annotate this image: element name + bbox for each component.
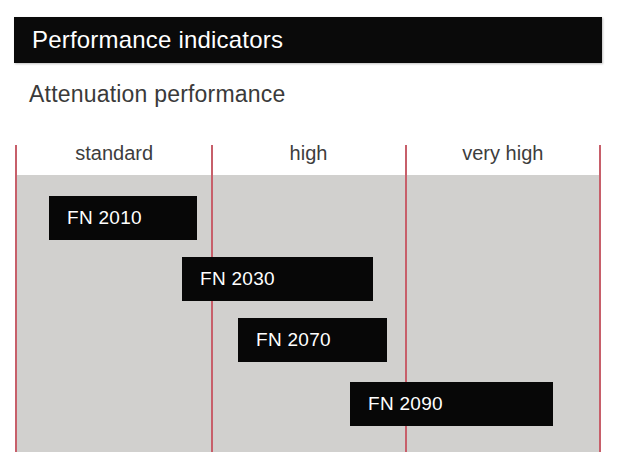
- category-gridline: [599, 145, 601, 452]
- range-bar-fn-2030: FN 2030: [182, 257, 373, 301]
- attenuation-performance-chart: standardhighvery high FN 2010 FN 2030 FN 20…: [0, 0, 620, 468]
- range-bar-fn-2090: FN 2090: [350, 382, 553, 426]
- range-bar-fn-2010: FN 2010: [49, 196, 197, 240]
- range-bar-label: FN 2070: [256, 329, 331, 351]
- range-bar-label: FN 2030: [200, 268, 275, 290]
- column-label-standard: standard: [17, 142, 211, 165]
- range-bar-label: FN 2010: [67, 207, 142, 229]
- range-bar-fn-2070: FN 2070: [238, 318, 387, 362]
- range-bar-label: FN 2090: [368, 393, 443, 415]
- slide: Performance indicators Attenuation perfo…: [0, 0, 620, 468]
- column-label-high: high: [211, 142, 405, 165]
- category-gridline: [15, 145, 17, 452]
- column-label-very-high: very high: [406, 142, 600, 165]
